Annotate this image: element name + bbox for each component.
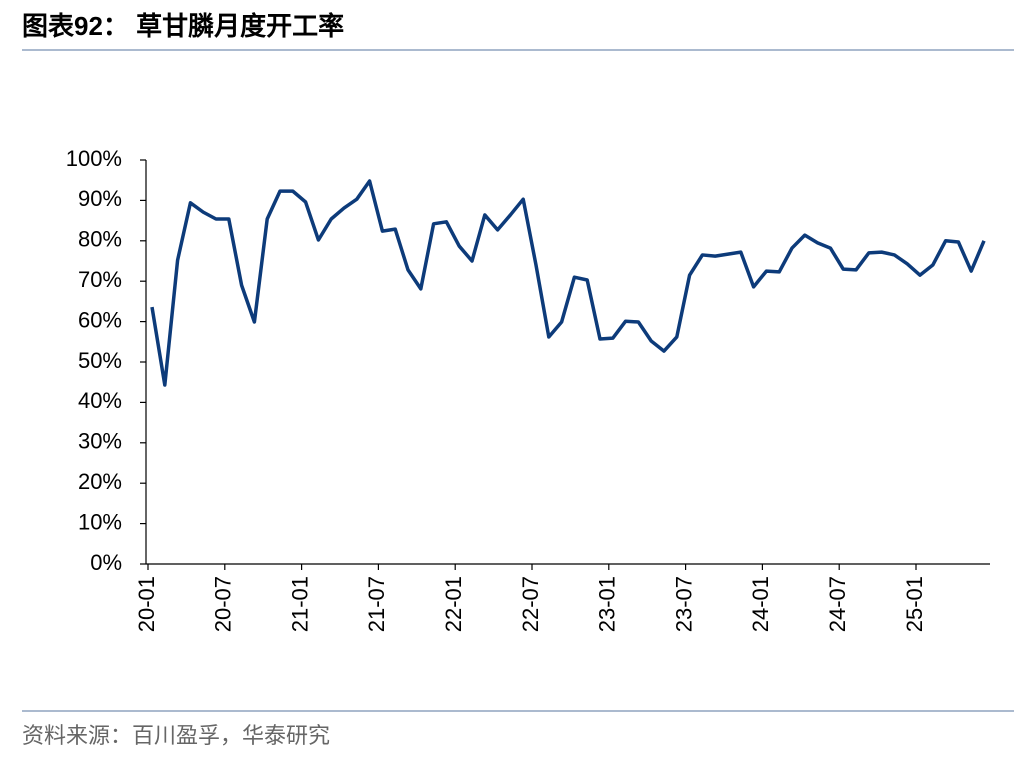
y-tick-label: 60% xyxy=(78,307,122,332)
y-tick-label: 20% xyxy=(78,469,122,494)
y-tick-label: 70% xyxy=(78,267,122,292)
x-tick-label: 23-01 xyxy=(595,576,620,632)
y-tick-label: 30% xyxy=(78,429,122,454)
x-tick-label: 22-01 xyxy=(441,576,466,632)
y-tick-label: 100% xyxy=(66,146,122,171)
x-tick-label: 23-07 xyxy=(671,576,696,632)
data-line xyxy=(150,179,986,387)
x-tick-label: 21-07 xyxy=(364,576,389,632)
y-tick-label: 10% xyxy=(78,509,122,534)
y-tick-label: 90% xyxy=(78,186,122,211)
x-tick-label: 22-07 xyxy=(518,576,543,632)
x-tick-label: 21-01 xyxy=(287,576,312,632)
x-tick-label: 24-01 xyxy=(748,576,773,632)
y-tick-label: 0% xyxy=(90,550,122,575)
x-tick-label: 25-01 xyxy=(902,576,927,632)
x-tick-label: 20-01 xyxy=(134,576,159,632)
y-tick-label: 80% xyxy=(78,227,122,252)
chart-title: 图表92： 草甘膦月度开工率 xyxy=(22,11,344,41)
source-note: 资料来源：百川盈孚，华泰研究 xyxy=(22,723,330,748)
y-tick-label: 40% xyxy=(78,388,122,413)
y-tick-label: 50% xyxy=(78,348,122,373)
x-tick-label: 20-07 xyxy=(211,576,236,632)
x-tick-label: 24-07 xyxy=(825,576,850,632)
